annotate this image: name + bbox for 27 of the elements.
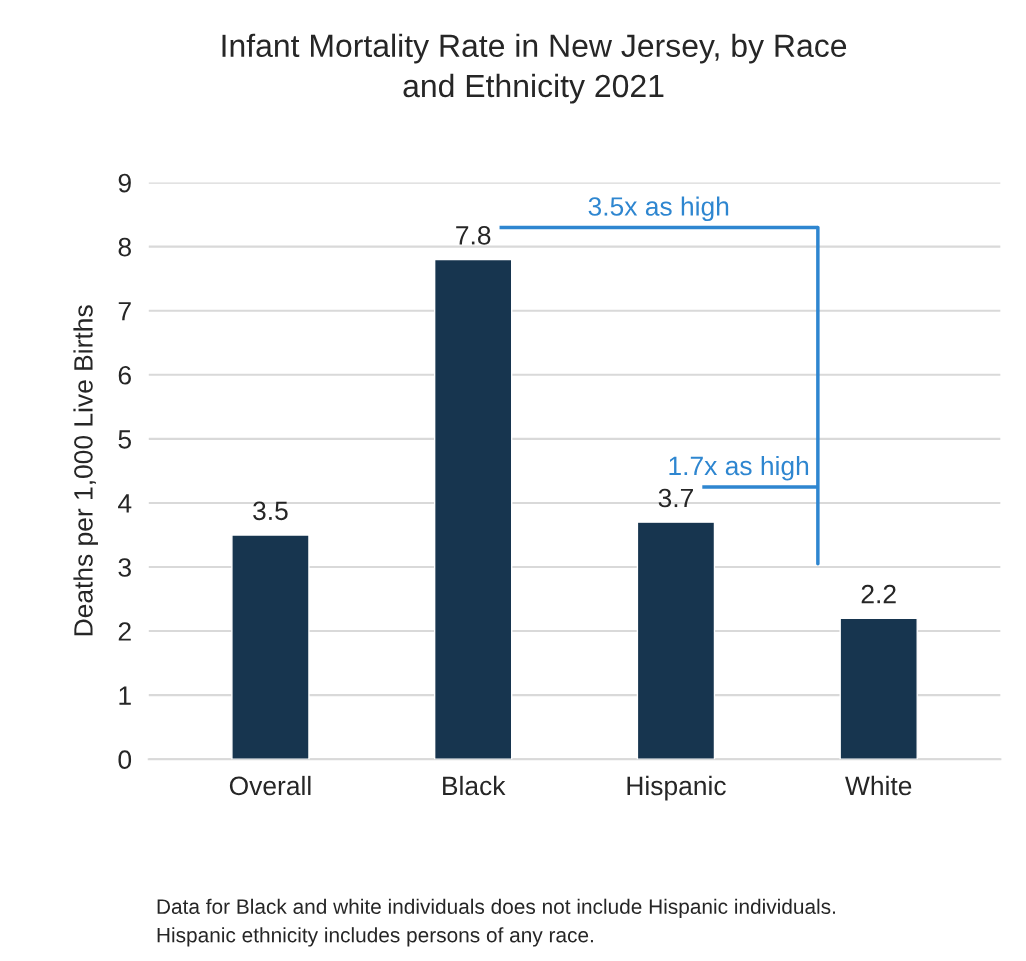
text: Data for Black and white individuals does not include Hispanic individuals. Hispanic ethnicity includes persons of any race. xyxy=(157,898,835,947)
bar xyxy=(433,258,513,760)
bar xyxy=(636,521,716,760)
y-axis-title: Deaths per 1,000 Live Births xyxy=(73,305,98,636)
y-tick-label: 6 xyxy=(118,365,131,385)
y-tick-label: 2 xyxy=(118,622,131,641)
y-tick-label: 0 xyxy=(118,750,132,770)
bar xyxy=(231,534,310,760)
y-tick-label: 3 xyxy=(118,558,131,577)
data-label: 2.2 xyxy=(861,584,896,604)
data-label: 3.5 xyxy=(253,501,288,521)
y-tick-label: 8 xyxy=(118,237,131,257)
chart-title: Infant Mortality Rate in New Jersey, by Race and Ethnicity 2021 xyxy=(222,33,847,104)
x-tick-label: Hispanic xyxy=(627,775,726,801)
x-tick-label: Black xyxy=(443,775,506,796)
y-tick-label: 7 xyxy=(118,302,131,321)
x-tick-label: Overall xyxy=(229,775,311,796)
data-label: 3.7 xyxy=(658,488,693,508)
y-tick-label: 9 xyxy=(118,173,131,193)
y-tick-label: 4 xyxy=(118,494,132,513)
data-label: 7.8 xyxy=(456,225,491,245)
annotation: 1.7x as high xyxy=(669,455,809,481)
y-tick-label: 1 xyxy=(119,686,131,705)
annotation: 3.5x as high xyxy=(588,196,729,222)
bar xyxy=(839,617,918,760)
x-tick-label: White xyxy=(845,775,912,796)
y-tick-label: 5 xyxy=(118,430,131,449)
